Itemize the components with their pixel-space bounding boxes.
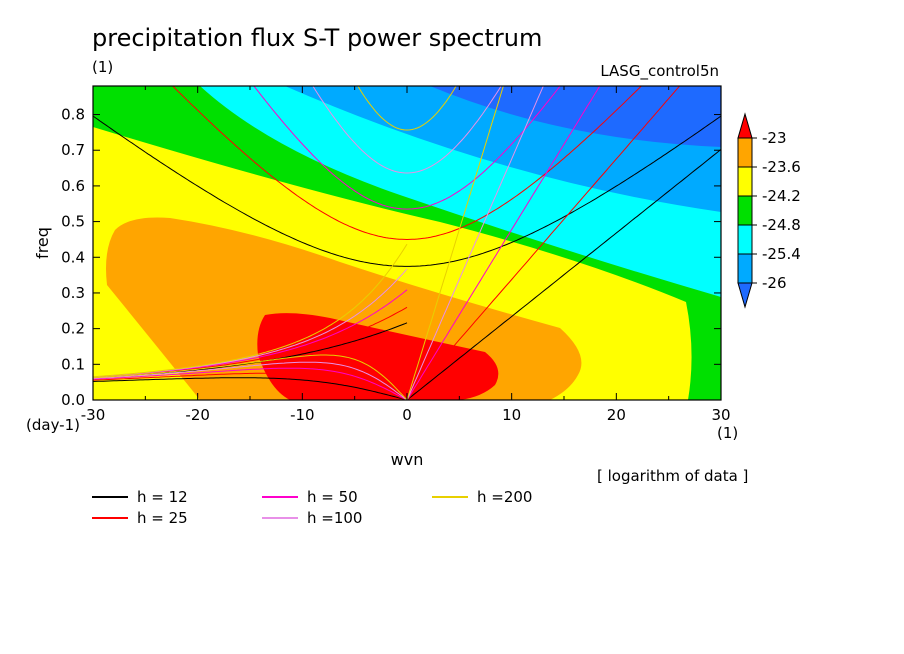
legend-label: h =100 bbox=[307, 509, 362, 527]
x-axis-label: wvn bbox=[391, 450, 424, 469]
y-tick-label: 0.7 bbox=[61, 141, 85, 159]
legend-label: h = 50 bbox=[307, 488, 358, 506]
y-tick-label: 0.6 bbox=[61, 177, 85, 195]
x-unit-label: (1) bbox=[717, 424, 738, 442]
y-tick-label: 0.0 bbox=[61, 391, 85, 409]
colorbar-segment bbox=[737, 224, 753, 255]
colorbar-label: -24.8 bbox=[762, 216, 801, 234]
dispersion-curve-er bbox=[93, 372, 408, 400]
legend: h = 12 h = 25 h = 50 h =100 h =200 bbox=[92, 488, 532, 527]
colorbar-segment bbox=[737, 195, 753, 226]
x-tick-label: 20 bbox=[607, 406, 626, 424]
colorbar-label: -26 bbox=[762, 274, 787, 292]
dispersion-curve-kelvin bbox=[406, 86, 601, 400]
dispersion-curve-mrg bbox=[93, 243, 408, 378]
x-tick-label: -10 bbox=[290, 406, 315, 424]
colorbar-segment bbox=[737, 137, 753, 168]
y-axis-label: freq bbox=[33, 227, 52, 259]
y-axis: 0.0 0.1 0.2 0.3 0.4 0.5 0.6 0.7 0.8 bbox=[61, 106, 721, 409]
dispersion-curves bbox=[93, 86, 721, 400]
dispersion-curve-kelvin bbox=[406, 86, 681, 400]
y-tick-label: 0.1 bbox=[61, 355, 85, 373]
colorbar-top-arrow bbox=[737, 112, 753, 139]
legend-label: h =200 bbox=[477, 488, 532, 506]
x-tick-label: 10 bbox=[502, 406, 521, 424]
colorbar-label: -25.4 bbox=[762, 245, 801, 263]
chart-subtitle-right: LASG_control5n bbox=[600, 62, 719, 81]
dispersion-curve-ig bbox=[93, 115, 721, 267]
colorbar-label: -23 bbox=[762, 129, 787, 147]
colorbar-label: -24.2 bbox=[762, 187, 801, 205]
dispersion-curve-er bbox=[93, 367, 408, 400]
x-axis: -30 -20 -10 0 10 20 30 bbox=[81, 86, 731, 424]
dispersion-curve-kelvin bbox=[406, 86, 504, 400]
dispersion-curve-ig bbox=[312, 86, 502, 174]
y-unit-label: (day-1) bbox=[26, 416, 80, 434]
dispersion-curve-er bbox=[93, 354, 408, 400]
legend-label: h = 25 bbox=[137, 509, 188, 527]
dispersion-curve-ig bbox=[253, 86, 561, 210]
band-red bbox=[257, 313, 499, 400]
y-tick-label: 0.4 bbox=[61, 248, 85, 266]
dispersion-curve-ig bbox=[171, 86, 643, 241]
colorbar-segment bbox=[737, 166, 753, 197]
contour-field bbox=[93, 86, 721, 400]
y-tick-label: 0.5 bbox=[61, 213, 85, 231]
y-tick-label: 0.2 bbox=[61, 320, 85, 338]
log-note: [ logarithm of data ] bbox=[597, 467, 748, 485]
colorbar-label: -23.6 bbox=[762, 158, 801, 176]
dispersion-curve-er bbox=[93, 377, 408, 400]
y-tick-label: 0.3 bbox=[61, 284, 85, 302]
colorbar-bottom-arrow bbox=[737, 282, 753, 309]
colorbar-segment bbox=[737, 253, 753, 284]
x-tick-label: -30 bbox=[81, 406, 106, 424]
dispersion-curve-er bbox=[93, 361, 408, 400]
colorbar: -23 -23.6 -24.2 -24.8 -25.4 -26 bbox=[737, 112, 801, 309]
dispersion-curve-kelvin bbox=[406, 86, 544, 400]
x-tick-label: 30 bbox=[711, 406, 730, 424]
dispersion-curve-ig bbox=[357, 86, 457, 131]
y-tick-label: 0.8 bbox=[61, 106, 85, 124]
legend-label: h = 12 bbox=[137, 488, 188, 506]
dispersion-curve-kelvin bbox=[406, 149, 721, 400]
x-tick-label: -20 bbox=[185, 406, 210, 424]
x-tick-label: 0 bbox=[402, 406, 412, 424]
chart-title: precipitation flux S-T power spectrum bbox=[92, 24, 542, 52]
chart-subtitle-left: (1) bbox=[92, 58, 113, 76]
